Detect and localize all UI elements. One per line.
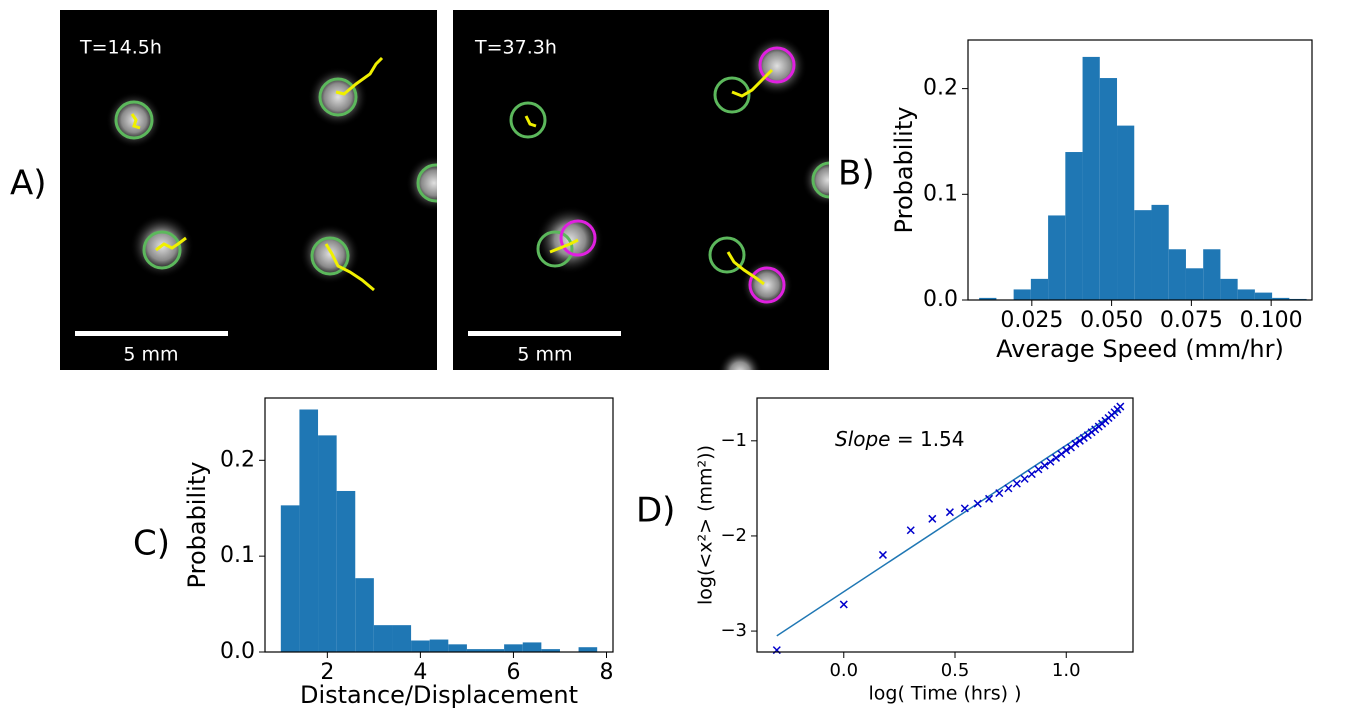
bar: [318, 435, 337, 652]
bar: [1048, 215, 1065, 300]
bar: [411, 640, 430, 652]
panel-label: A): [10, 164, 47, 204]
x-axis-label: log( Time (hrs) ): [869, 683, 1022, 705]
point: [907, 527, 914, 534]
bar: [374, 625, 393, 652]
bar: [281, 505, 300, 652]
point: [1035, 466, 1042, 473]
point: [1080, 434, 1087, 441]
microscopy-image: T=14.5h 5 mm: [60, 10, 462, 370]
y-axis-label: Probability: [890, 107, 918, 234]
bar: [1065, 152, 1082, 300]
x-axis-label: Distance/Displacement: [300, 681, 578, 709]
bar: [299, 410, 318, 652]
bar: [430, 640, 449, 652]
bar: [579, 647, 598, 652]
bar: [1238, 289, 1255, 300]
x-tick-label: 0.0: [829, 660, 858, 681]
point: [946, 509, 953, 516]
scale-label: 5 mm: [517, 344, 572, 366]
x-tick-label: 0.100: [1240, 308, 1303, 333]
panel-label: D): [636, 491, 675, 531]
point: [929, 515, 936, 522]
y-tick-label: −2: [720, 525, 747, 546]
point: [961, 505, 968, 512]
bar: [1255, 293, 1272, 300]
y-tick-label: −1: [720, 430, 747, 451]
bar: [1117, 126, 1134, 300]
y-axis-label: log(<x²> (mm²)): [695, 445, 717, 605]
x-tick-label: 0.075: [1160, 308, 1223, 333]
point: [1028, 471, 1035, 478]
point: [1041, 462, 1048, 469]
y-tick-label: 0.1: [923, 181, 958, 206]
bar: [392, 625, 411, 652]
panel-label: C): [133, 524, 170, 564]
point: [1005, 485, 1012, 492]
x-axis-label: Average Speed (mm/hr): [996, 335, 1284, 363]
point: [1021, 475, 1028, 482]
y-tick-label: −3: [720, 620, 747, 641]
x-tick-label: 0.050: [1080, 308, 1143, 333]
annotation: Slope = 1.54: [835, 427, 965, 451]
x-tick-label: 8: [599, 660, 613, 685]
bar: [448, 644, 467, 652]
point: [1117, 403, 1124, 410]
point: [1013, 480, 1020, 487]
scale-label: 5 mm: [123, 344, 178, 366]
bar: [1100, 78, 1117, 300]
bar: [1220, 279, 1237, 300]
point: [974, 500, 981, 507]
point: [840, 601, 847, 608]
y-tick-label: 0.0: [220, 639, 255, 664]
panel-label: B): [838, 154, 875, 194]
x-tick-label: 0.5: [941, 660, 970, 681]
y-tick-label: 0.0: [923, 287, 958, 312]
time-label: T=14.5h: [79, 37, 162, 59]
annotation-name: Slope: [835, 427, 891, 451]
point: [879, 551, 886, 558]
y-tick-label: 0.2: [220, 447, 255, 472]
bar: [1083, 57, 1100, 300]
bar: [1014, 289, 1031, 300]
annotation-value: = 1.54: [897, 427, 965, 451]
y-axis-label: Probability: [183, 462, 211, 589]
bar: [355, 578, 374, 652]
y-tick-label: 0.1: [220, 543, 255, 568]
bar: [1134, 210, 1151, 300]
bar: [504, 644, 523, 652]
x-tick-label: 1.0: [1052, 660, 1081, 681]
bar: [1169, 249, 1186, 300]
bar: [523, 642, 542, 652]
y-tick-label: 0.2: [923, 76, 958, 101]
point: [996, 490, 1003, 497]
bar: [1203, 249, 1220, 300]
bar: [1031, 279, 1048, 300]
bar: [337, 491, 356, 652]
time-label: T=37.3h: [474, 37, 557, 59]
x-tick-label: 0.025: [1000, 308, 1063, 333]
bar: [1186, 268, 1203, 300]
bar: [1151, 205, 1168, 300]
microscopy-image: T=37.3h 5 mm: [453, 10, 854, 394]
figure: T=14.5h 5 mm T=37.3h 5 mm A) B) C) D) Sl…: [0, 0, 1369, 713]
